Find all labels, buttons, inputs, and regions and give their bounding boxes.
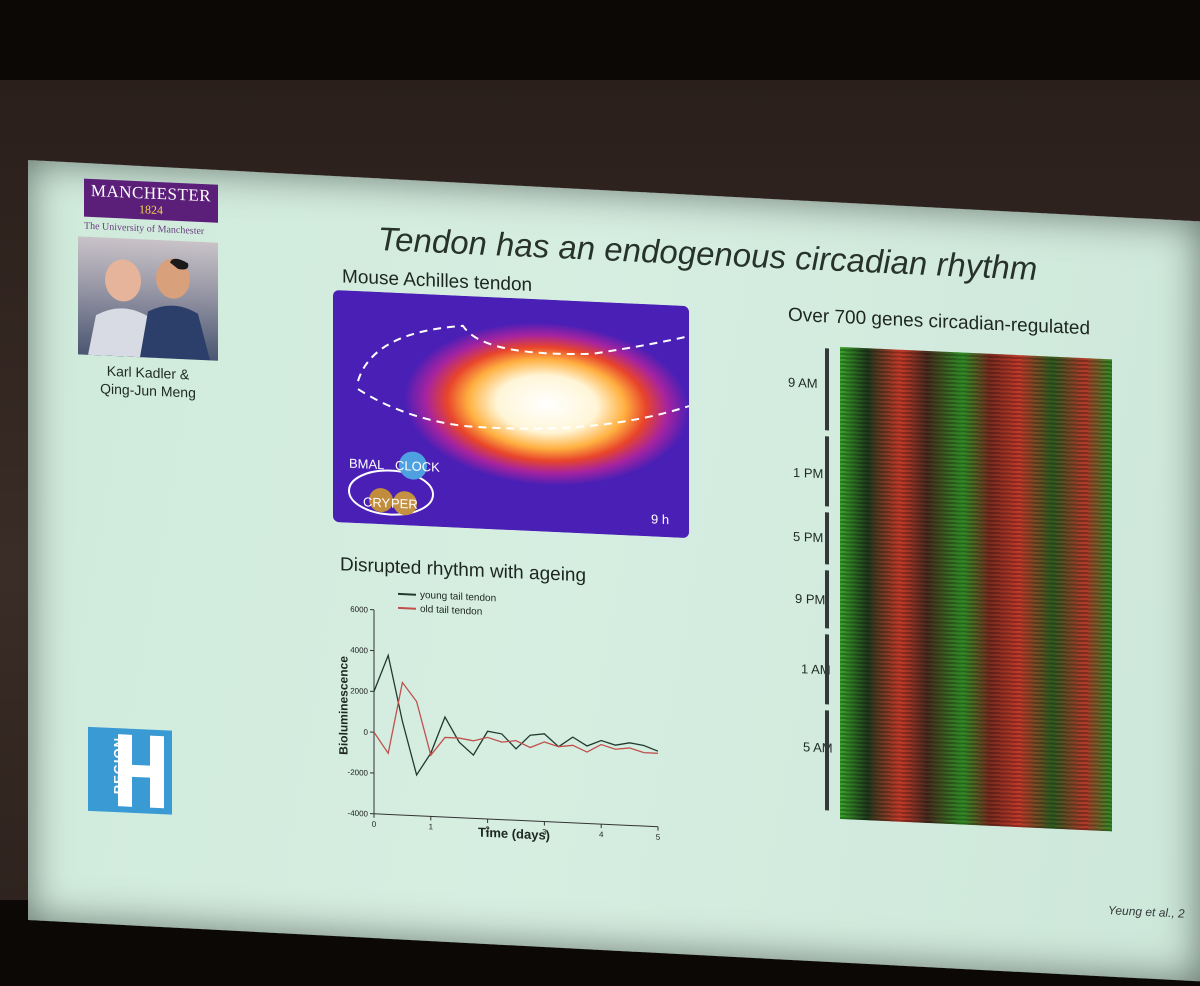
heatmap-bar-1	[825, 348, 829, 430]
region-h-icon	[88, 727, 172, 815]
region-text: REGION	[111, 737, 126, 795]
x-tick-label: 1	[429, 822, 434, 831]
heatmap-bar-4	[825, 570, 829, 628]
clock-label: CLOCK	[395, 458, 440, 475]
y-tick-label: -4000	[348, 809, 369, 819]
chart-x-axis-label: Time (days)	[478, 825, 550, 843]
university-logo: MANCHESTER 1824	[84, 179, 218, 223]
y-tick-label: 0	[364, 728, 369, 737]
heatmap-bar-6	[825, 710, 829, 810]
tendon-bioluminescence-image: BMAL CLOCK CRY PER 9 h	[333, 290, 689, 538]
region-h-logo: REGION	[88, 727, 172, 815]
x-tick-label: 4	[599, 830, 604, 839]
researcher-photo	[78, 236, 218, 360]
per-label: PER	[391, 496, 418, 512]
heatmap-label-1pm: 1 PM	[793, 465, 823, 481]
right-panel-title: Over 700 genes circadian-regulated	[788, 305, 1090, 341]
gene-expression-heatmap	[840, 347, 1112, 831]
heatmap-label-9am: 9 AM	[788, 375, 818, 391]
x-axis-line	[374, 814, 658, 827]
heatmap-label-9pm: 9 PM	[795, 591, 825, 607]
y-tick-label: -2000	[348, 768, 369, 778]
x-tick-label: 0	[372, 820, 377, 829]
y-tick-label: 6000	[350, 605, 368, 615]
bmal-label: BMAL	[349, 456, 384, 473]
heatmap-bar-3	[825, 512, 829, 564]
time-label: 9 h	[651, 511, 669, 527]
x-tick-label: 5	[656, 833, 661, 842]
logo-subtitle: The University of Manchester	[84, 221, 204, 237]
legend-swatch-old	[398, 607, 416, 610]
photo-caption: Karl Kadler & Qing-Jun Meng	[78, 360, 218, 402]
series-line-0	[374, 655, 658, 786]
legend-swatch-young	[398, 593, 416, 596]
series-line-1	[374, 681, 658, 765]
citation: Yeung et al., 2	[1108, 903, 1185, 920]
heatmap-bar-5	[825, 634, 829, 704]
chart-y-axis-label: Bioluminescence	[336, 656, 350, 755]
y-tick-label: 2000	[350, 686, 368, 696]
presentation-slide: MANCHESTER 1824 The University of Manche…	[28, 160, 1200, 981]
cry-label: CRY	[363, 494, 390, 510]
people-illustration	[78, 236, 218, 360]
heatmap-label-5pm: 5 PM	[793, 529, 823, 545]
heatmap-bar-2	[825, 436, 829, 506]
y-tick-label: 4000	[350, 646, 368, 656]
